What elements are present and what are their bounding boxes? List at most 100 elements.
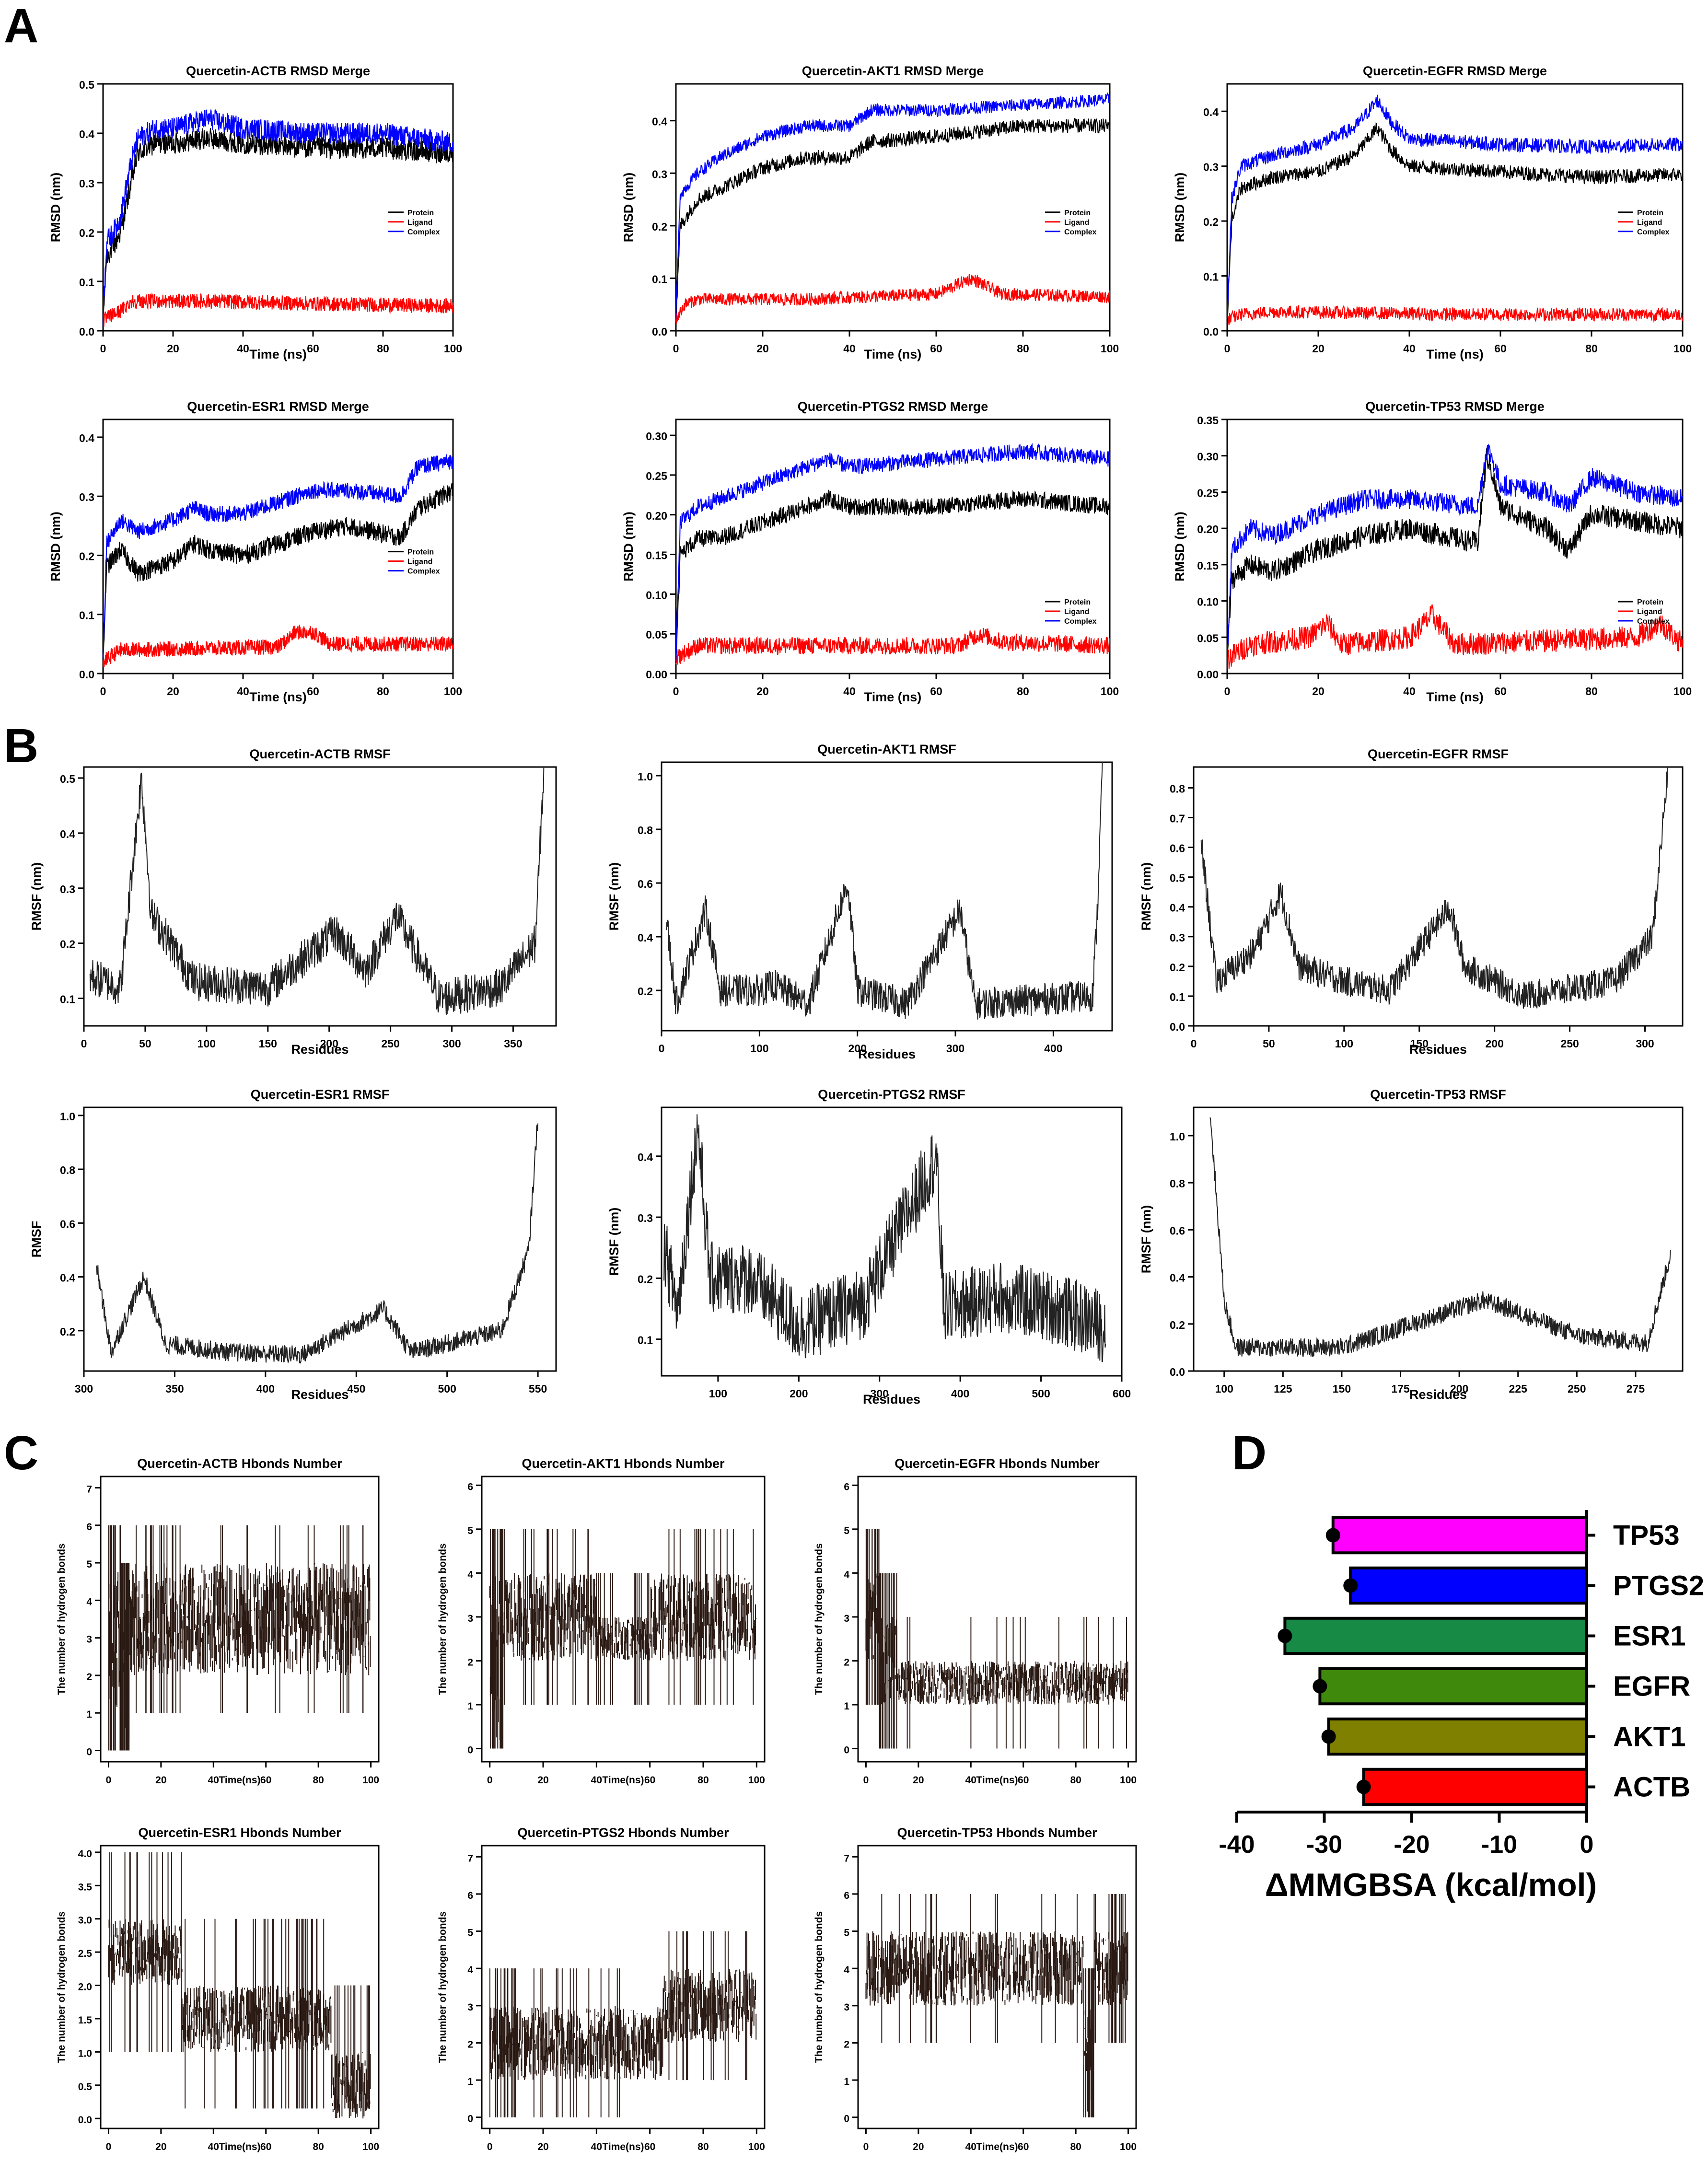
plot-frame: [661, 1106, 1123, 1377]
y-tick-label: 0.3: [638, 1212, 653, 1224]
series-line-ligand: [103, 292, 453, 327]
y-tick-label: 0.3: [652, 168, 667, 180]
y-tick-label: 3: [86, 1634, 92, 1645]
x-tick-label: 0: [106, 1775, 112, 1786]
series-line-complex: [675, 443, 1110, 662]
series-line-rmsf: [89, 767, 545, 1015]
y-tick-label: 0.25: [646, 470, 667, 482]
x-tick-label: 350: [165, 1383, 184, 1395]
y-tick-label: 6: [467, 1481, 473, 1492]
y-tick-label: 5: [467, 1928, 473, 1939]
y-tick-label: 0.2: [1170, 961, 1185, 974]
chart-title: Quercetin-PTGS2 RMSD Merge: [798, 399, 988, 414]
y-tick-label: 0.00: [1197, 668, 1219, 681]
y-axis-label: RMSF (nm): [1139, 862, 1153, 930]
y-tick-label: 0.10: [1197, 596, 1219, 608]
x-tick-label: 80: [313, 2141, 324, 2152]
x-tick-label: 20: [756, 342, 769, 355]
y-tick-label: 0.2: [1203, 216, 1219, 228]
series-line-rmsf: [663, 1114, 1106, 1362]
x-tick-label: 60: [307, 342, 319, 355]
x-tick-label: 200: [848, 1042, 867, 1055]
y-tick-label: 4: [467, 1965, 473, 1976]
x-tick-label: 0: [1224, 342, 1231, 355]
x-tick-label: 20: [1312, 342, 1325, 355]
chart-title: Quercetin-TP53 Hbonds Number: [897, 1825, 1097, 1840]
legend-label-ligand: Ligand: [407, 219, 432, 227]
x-tick-label: 400: [951, 1387, 969, 1400]
x-tick-label: 100: [362, 2141, 379, 2152]
x-tick-label: 0: [863, 1775, 869, 1786]
bar-actb: [1362, 1767, 1588, 1806]
x-tick-label: 40: [237, 342, 249, 355]
x-tick-label: 40: [1403, 685, 1416, 698]
y-tick-label: 1: [86, 1709, 92, 1720]
y-tick-label: 0.2: [652, 221, 667, 233]
x-axis-label: Time(ns): [602, 1775, 644, 1786]
x-axis-label: Time (ns): [864, 347, 922, 361]
y-tick-label: 5: [844, 1928, 849, 1939]
x-tick-label: 80: [1070, 2141, 1081, 2152]
y-tick-label: 3: [467, 1613, 473, 1624]
x-tick-label: 20: [913, 1775, 924, 1786]
chart-title: Quercetin-AKT1 RMSF: [817, 742, 956, 756]
y-tick-label: 0.1: [60, 993, 75, 1006]
series-line-protein: [103, 483, 453, 654]
y-tick-label: 4.0: [78, 1848, 92, 1860]
x-axis-label: Time (ns): [1426, 690, 1484, 704]
series-line-ligand: [675, 628, 1110, 665]
series-line-rmsf: [1200, 767, 1668, 1009]
x-tick-label: 20: [155, 1775, 166, 1786]
y-axis-label: RMSD (nm): [1173, 512, 1187, 581]
chart-quercetin-akt1-rmsf: Quercetin-AKT1 RMSF 0 100 200 300 400 0.2 0.4 0.…: [607, 742, 1113, 1061]
x-tick-label: 0: [673, 685, 679, 698]
x-tick-label: 0: [106, 2141, 112, 2152]
x-tick-label: 100: [362, 1775, 379, 1786]
x-tick-label: 0: [659, 1042, 665, 1055]
plot-frame: [102, 83, 454, 332]
legend-label-protein: Protein: [1064, 209, 1091, 217]
y-tick-label: 0.0: [79, 668, 94, 681]
y-tick-label: 0.15: [1197, 559, 1219, 572]
x-tick-label: 300: [75, 1383, 93, 1395]
x-tick-label: 80: [1017, 685, 1029, 698]
chart-title: Quercetin-AKT1 Hbonds Number: [522, 1456, 725, 1471]
x-tick-label: 80: [1585, 342, 1598, 355]
y-tick-label: 0.4: [79, 432, 94, 444]
x-tick-label: 175: [1391, 1383, 1410, 1395]
chart-title: Quercetin-EGFR RMSD Merge: [1363, 64, 1547, 78]
y-tick-label: 0.1: [1203, 271, 1219, 283]
y-axis-label: RMSD (nm): [621, 173, 636, 242]
plot-frame: [102, 419, 454, 674]
bar-egfr: [1318, 1667, 1588, 1706]
y-tick-label: 0.5: [1170, 872, 1185, 884]
y-tick-label: 7: [844, 1853, 849, 1864]
y-axis-label: RMSF: [29, 1221, 44, 1258]
series-line-ligand: [1227, 304, 1683, 326]
x-tick-label: 60: [260, 1775, 271, 1786]
bar-point-ptgs2: [1343, 1578, 1358, 1593]
bar-tp53: [1331, 1516, 1588, 1555]
plot-frame: [1193, 1106, 1684, 1372]
x-tick-label: 300: [946, 1042, 964, 1055]
x-tick-label: 80: [377, 685, 389, 698]
x-tick-label: 100: [1101, 685, 1119, 698]
bar-point-tp53: [1325, 1528, 1340, 1543]
y-tick-label: 0.0: [1170, 1021, 1185, 1033]
y-axis-label: RMSD (nm): [48, 512, 63, 581]
y-axis-label: RMSF (nm): [607, 862, 621, 930]
x-tick-label: 50: [139, 1037, 151, 1050]
y-tick-label: 0.35: [1197, 414, 1219, 427]
y-tick-label: 0.5: [78, 2081, 93, 2093]
chart-quercetin-tp53-rmsd-merge: Quercetin-TP53 RMSD Merge 0 20 40 60 80 100 0.0…: [1173, 399, 1692, 704]
bar-ptgs2: [1349, 1566, 1588, 1605]
y-tick-label: 0.0: [1170, 1366, 1185, 1378]
x-tick-label: 225: [1509, 1383, 1528, 1395]
x-axis-label: Residues: [1409, 1387, 1467, 1402]
plot-frame: [100, 1845, 380, 2129]
series-line-rmsf: [96, 1123, 539, 1364]
y-tick-label: 0.4: [1170, 902, 1185, 914]
y-axis-label: The number of hydrogen bonds: [437, 1543, 448, 1695]
